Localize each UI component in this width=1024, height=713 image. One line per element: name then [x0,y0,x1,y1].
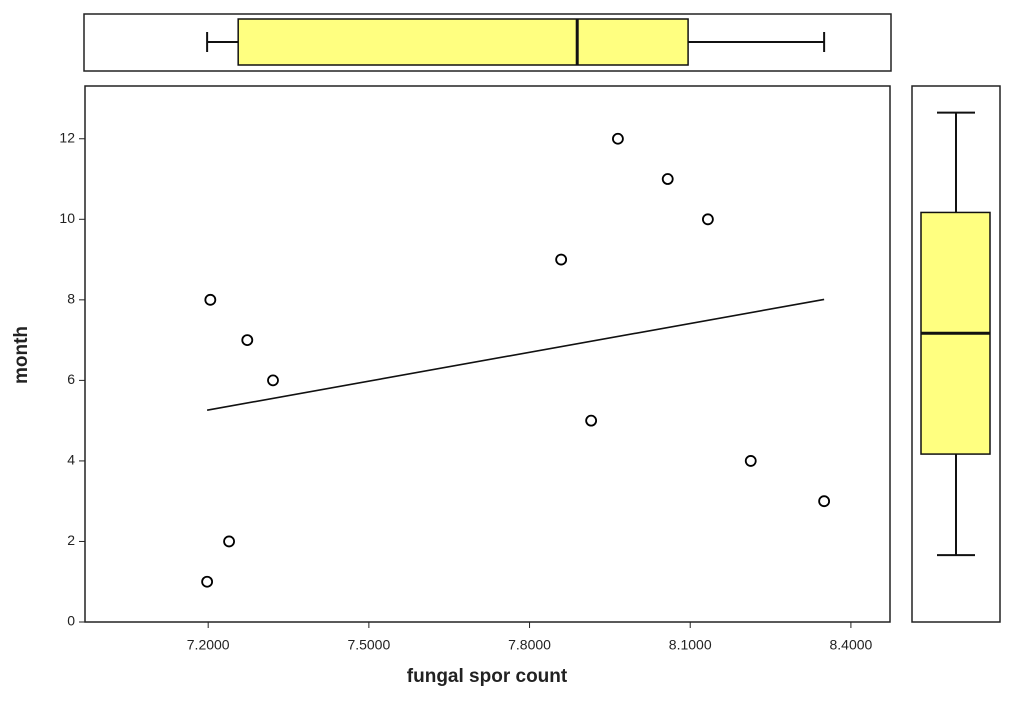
y-tick-label: 12 [59,129,75,145]
point [267,374,279,387]
top-panel [83,13,892,72]
point [241,334,254,347]
point [585,414,598,427]
point [204,293,217,306]
point [555,253,568,266]
y-tick-label: 4 [67,452,75,468]
point [818,495,831,508]
y-tick-label: 10 [59,210,75,226]
point [201,575,214,588]
x-tick-label: 8.4000 [829,637,872,653]
y-tick-label: 2 [67,532,75,548]
box [237,18,689,66]
x-tick-label: 8.1000 [669,637,712,653]
y-tick-label: 6 [67,371,75,387]
y-tick-label: 0 [67,613,75,629]
fit-line [206,298,825,411]
point [223,535,235,548]
point [701,213,714,226]
point [744,455,757,467]
x-tick-label: 7.8000 [508,637,551,653]
y-tick-label: 8 [67,291,75,307]
point [661,173,674,185]
right-panel [911,85,1001,623]
y-axis-label: month [11,326,32,384]
point [612,132,624,145]
x-tick-label: 7.2000 [187,637,230,653]
x-axis-label: fungal spor count [407,666,568,687]
x-tick-label: 7.5000 [347,637,390,653]
plot-area [84,85,891,623]
